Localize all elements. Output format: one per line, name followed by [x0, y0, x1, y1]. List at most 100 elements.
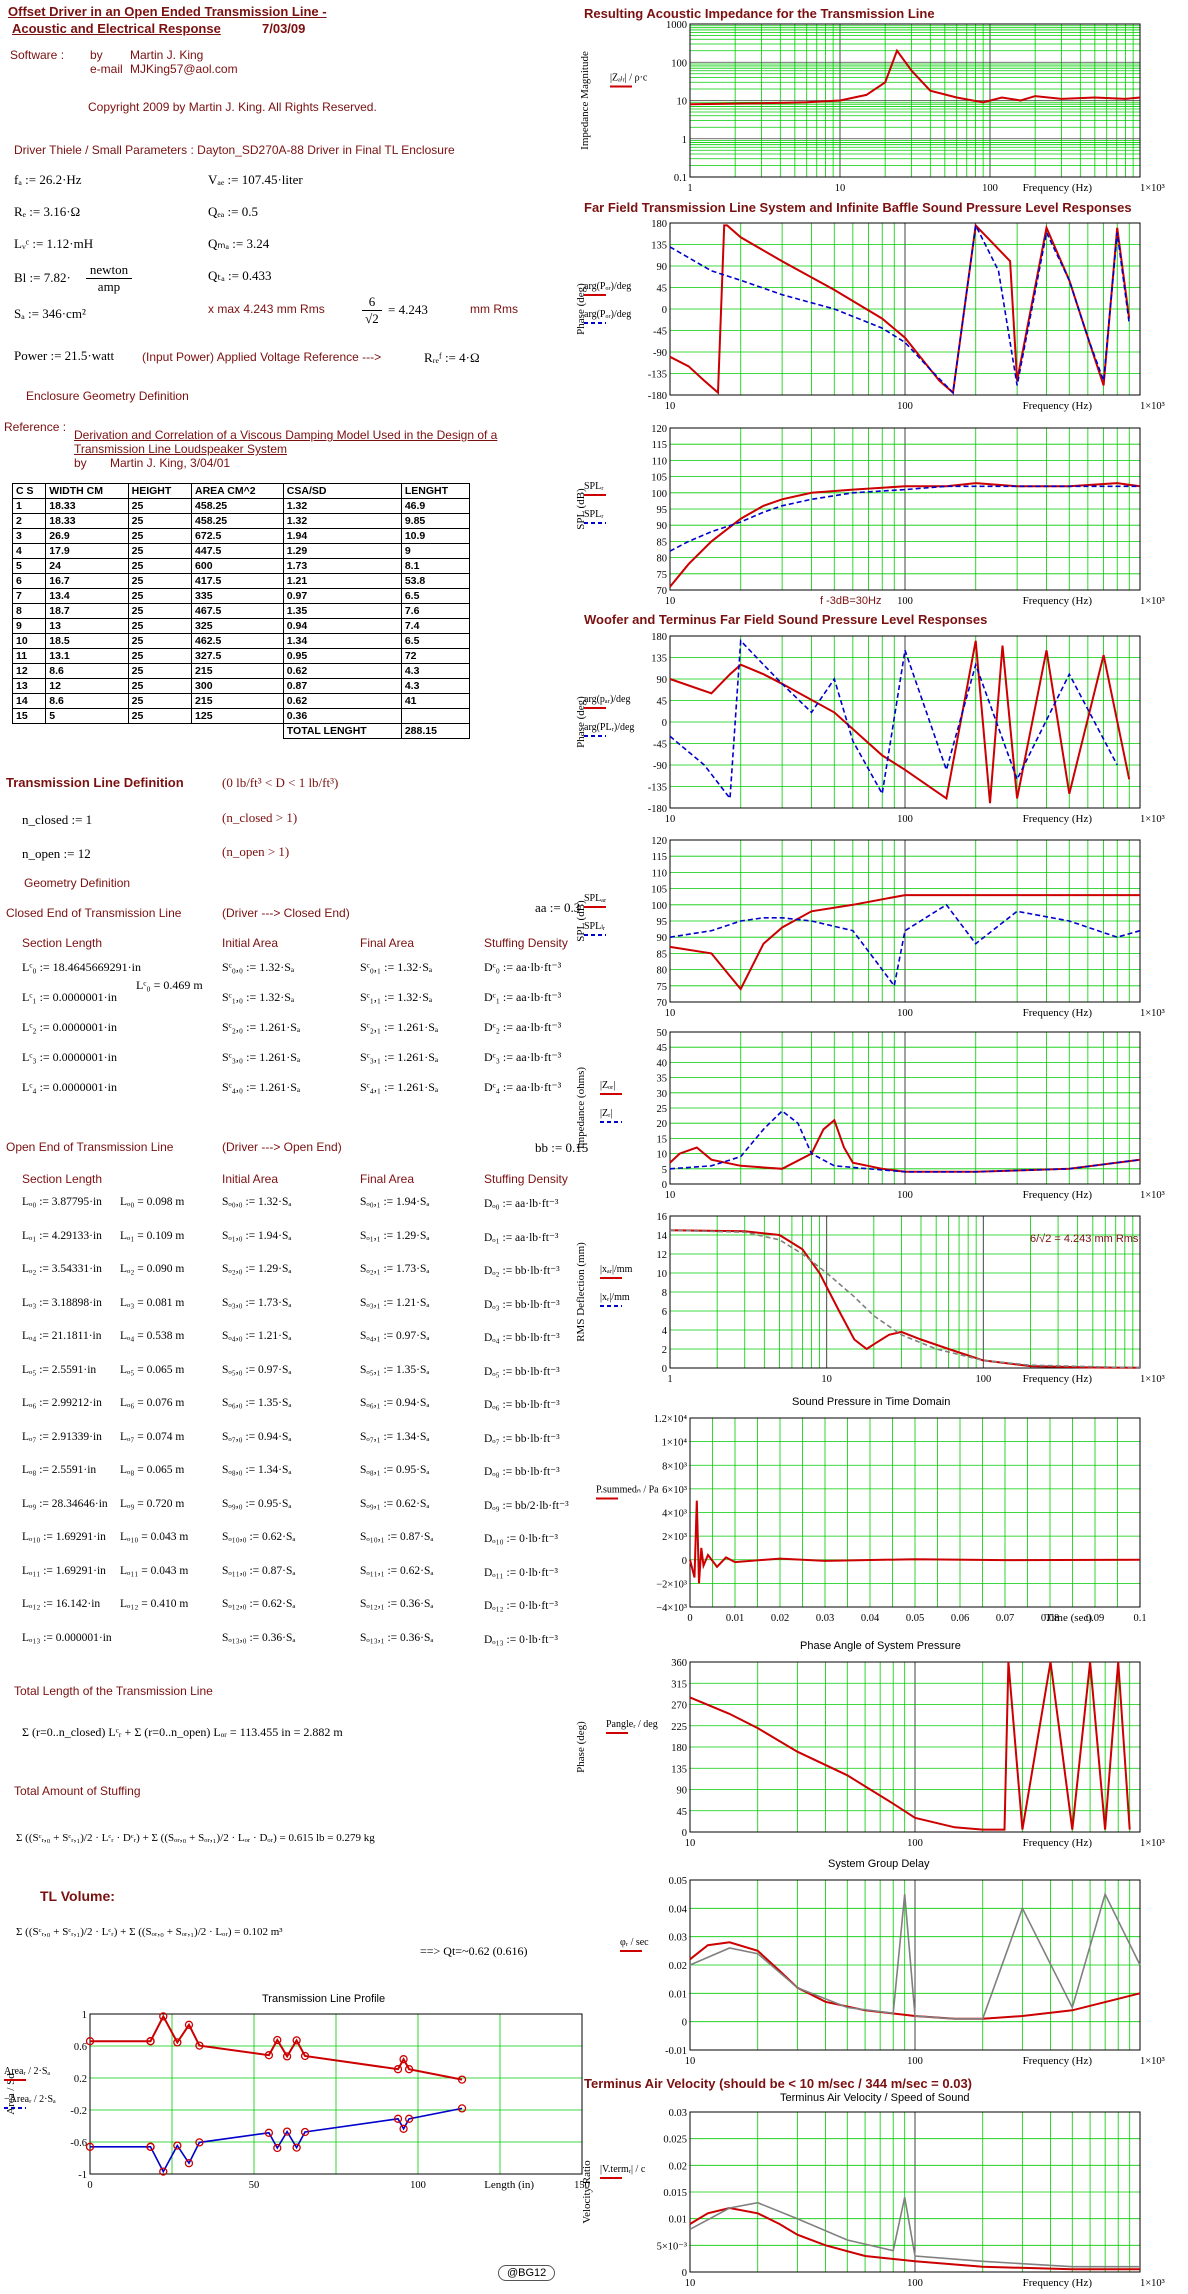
- col-final-area: Final Area: [360, 936, 415, 950]
- y-tick-label: 12: [657, 1250, 668, 1261]
- y-tick-label: 0.03: [669, 1933, 687, 1944]
- closed-cell: Sᶜ₂,₀ := 1.261·Sₐ: [222, 1020, 301, 1034]
- table-cell: 4.3: [400, 663, 471, 679]
- reference-title-2[interactable]: Transmission Line Loudspeaker System: [74, 442, 287, 456]
- y-tick-label: 360: [671, 1658, 687, 1669]
- email-link[interactable]: MJKing57@aol.com: [130, 62, 238, 76]
- table-cell: 25: [127, 633, 193, 649]
- y-tick-label: 105: [651, 885, 667, 896]
- profile-point: [393, 2114, 403, 2123]
- param-power: Power := 21.5·watt: [14, 348, 115, 363]
- x-axis-label: Frequency (Hz): [1023, 2277, 1093, 2289]
- y-tick-label: 115: [652, 852, 667, 863]
- open-cell: Sₒ₁₃,₀ := 0.36·Sₐ: [222, 1631, 296, 1644]
- closed-cell: Sᶜ₁,₁ := 1.32·Sₐ: [360, 990, 433, 1004]
- y-tick-label: 1×10⁴: [662, 1438, 688, 1449]
- y-tick-label: 45: [677, 1807, 688, 1818]
- param-bl-den: amp: [97, 279, 121, 294]
- y-tick-label: -0.01: [665, 2046, 687, 2057]
- profile-point: [195, 2041, 204, 2050]
- legend-label: SPLᵣ: [584, 481, 604, 492]
- plot-frame: [669, 1215, 1141, 1369]
- y-tick-label: 45: [657, 284, 668, 295]
- table-cell: 25: [127, 558, 193, 574]
- chart-profile: 1 0.6 0.2 -0.2 -0.6 -10 50 100 150 Length (in) Are…: [4, 2010, 590, 2191]
- open-cell: Dₒ₂ := bb·lb·ft⁻³: [484, 1265, 560, 1277]
- open-cell: Lₒ₄ := 21.1811·in: [22, 1330, 102, 1342]
- open-cell: Lₒ₀ = 0.098 m: [120, 1196, 185, 1208]
- xmax-frac-den: √2: [365, 311, 379, 326]
- y-tick-label: 8×10³: [662, 1461, 687, 1472]
- y-tick-label: 35: [657, 1074, 668, 1085]
- y-tick-label: 20: [657, 1119, 668, 1130]
- open-cell: Sₒ₄,₀ := 1.21·Sₐ: [222, 1330, 292, 1342]
- open-cell: Sₒ₉,₀ := 0.95·Sₐ: [222, 1497, 292, 1510]
- legend-label: |Zᵣ|: [600, 1108, 612, 1119]
- doc-title-1: Offset Driver in an Open Ended Transmiss…: [8, 4, 327, 19]
- table-row: 10 18.5 25 462.5 1.34 6.5: [11, 633, 471, 649]
- x-tick-label: 1×10³: [1140, 1838, 1165, 1849]
- profile-point: [273, 2143, 282, 2153]
- x-tick-label: 1: [667, 1374, 672, 1385]
- table-cell: 25: [127, 588, 193, 604]
- x-tick-label: 1×10³: [1140, 2278, 1165, 2289]
- y-tick-label: 0.01: [669, 1989, 687, 2000]
- legend-label: arg(Pₒᵣ)/deg: [584, 281, 631, 292]
- param-bl: Bl := 7.82·: [14, 270, 71, 285]
- x-tick-label: 0: [87, 2180, 92, 2191]
- open-cell: Lₒ₁₂ = 0.410 m: [120, 1598, 189, 1610]
- open-cell: Lₒ₂ = 0.090 m: [120, 1263, 185, 1275]
- table-cell: 25: [127, 603, 193, 619]
- table-cell: 7.6: [400, 603, 471, 619]
- y-tick-label: 8: [662, 1288, 667, 1299]
- table-cell-empty: [128, 724, 191, 739]
- table-cell: 25: [127, 693, 193, 709]
- open-cell: Lₒ₃ := 3.18898·in: [22, 1296, 102, 1309]
- x-axis-label: Frequency (Hz): [1023, 813, 1093, 825]
- x-axis-label: Time (sec): [1045, 1612, 1092, 1624]
- x-tick-label: 150: [574, 2180, 590, 2191]
- series-line: [689, 48, 1141, 106]
- table-cell: 0.94: [282, 618, 402, 634]
- closed-cell: Lᶜ₄ := 0.0000001·in: [22, 1080, 118, 1094]
- y-tick-label: -0.6: [70, 2138, 87, 2149]
- table-cell: 25: [127, 678, 193, 694]
- open-cell: Dₒ₁₀ := 0·lb·ft⁻³: [484, 1533, 558, 1545]
- table-cell: 600: [191, 558, 284, 574]
- table-cell: 12: [11, 663, 47, 679]
- open-cell: Sₒ₆,₁ := 0.94·Sₐ: [360, 1397, 430, 1409]
- legend-label: −Areaᵣ / 2·Sₐ: [4, 2094, 56, 2105]
- x-axis-label: Frequency (Hz): [1023, 1837, 1093, 1849]
- x-tick-label: 1×10³: [1140, 1374, 1165, 1385]
- driver-heading: Driver Thiele / Small Parameters : Dayto…: [14, 143, 455, 157]
- table-cell: 46.9: [400, 498, 471, 514]
- y-tick-label: 45: [657, 697, 668, 708]
- y-tick-label: 5: [662, 1165, 667, 1176]
- profile-point: [159, 2167, 168, 2176]
- vel-subtitle: Terminus Air Velocity / Speed of Sound: [780, 2092, 970, 2104]
- table-cell: 0.95: [282, 648, 402, 664]
- table-total-label: TOTAL LENGHT: [282, 723, 402, 739]
- series-line: [669, 1229, 1141, 1369]
- y-tick-label: 75: [657, 982, 668, 993]
- table-cell: 0.62: [282, 663, 402, 679]
- table-cell: 6: [11, 573, 47, 589]
- y-tick-label: 90: [657, 933, 668, 944]
- y-tick-label: -1: [78, 2170, 87, 2181]
- table-header-3: AREA CM^2: [191, 483, 284, 499]
- y-tick-label: 0.015: [663, 2188, 687, 2199]
- closed-end-heading: Closed End of Transmission Line: [6, 906, 182, 920]
- y-tick-label: 70: [657, 998, 668, 1009]
- y-tick-label: 135: [651, 654, 667, 665]
- y-tick-label: -90: [653, 348, 667, 359]
- table-header-0: C S: [11, 483, 47, 499]
- reference-title-1[interactable]: Derivation and Correlation of a Viscous …: [74, 428, 498, 442]
- open-cell: Sₒ₁₂,₀ := 0.62·Sₐ: [222, 1598, 296, 1610]
- reference-label: Reference :: [4, 420, 67, 434]
- open-cell: Sₒ₀,₀ := 1.32·Sₐ: [222, 1196, 292, 1208]
- x-tick-label: 10: [665, 401, 676, 412]
- profile-point: [184, 2020, 194, 2029]
- param-lvc: Lᵥᶜ := 1.12·mH: [14, 236, 94, 251]
